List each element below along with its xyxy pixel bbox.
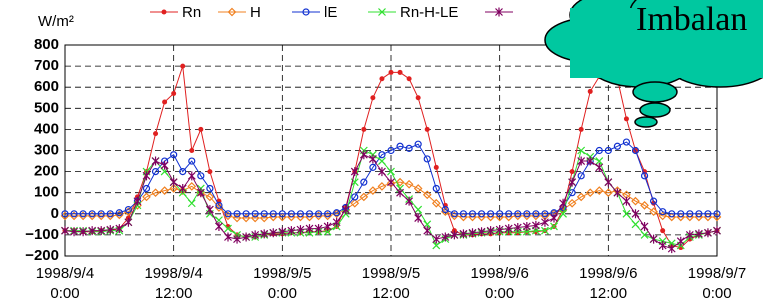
legend-label: lE (324, 4, 337, 21)
x-tick-label: 1998/9/4 12:00 (129, 264, 219, 304)
point (188, 200, 195, 207)
y-tick-label: 800 (34, 36, 59, 53)
y-tick-label: −200 (25, 247, 59, 264)
point (623, 197, 630, 206)
point (677, 237, 684, 246)
legend-marker (162, 10, 167, 15)
point (153, 131, 158, 136)
point (369, 154, 376, 163)
x-tick-label: 1998/9/7 0:00 (672, 264, 762, 304)
point (407, 76, 412, 81)
point (360, 150, 367, 159)
point (415, 206, 422, 213)
y-tick-label: 700 (34, 57, 59, 74)
y-tick-label: 400 (34, 120, 59, 137)
legend-label: H (250, 4, 261, 21)
point (605, 178, 612, 187)
point (641, 222, 648, 231)
y-tick-label: 100 (34, 184, 59, 201)
y-tick-label: −100 (25, 226, 59, 243)
chart: W/m² −200 −100 0 100 200 300 400 500 600 700 800 R… (0, 0, 763, 305)
point (234, 235, 241, 244)
y-tick-label: 500 (34, 99, 59, 116)
point (541, 218, 548, 227)
point (416, 95, 421, 100)
point (215, 222, 222, 231)
point (361, 127, 366, 132)
point (198, 127, 203, 132)
point (170, 178, 177, 187)
point (188, 171, 195, 180)
legend-label: Rn-H-LE (400, 4, 458, 21)
point (551, 214, 558, 223)
x-tick-label: 1998/9/5 0:00 (237, 264, 327, 304)
point (162, 99, 167, 104)
y-tick-label: 0 (51, 205, 59, 222)
point (152, 157, 159, 166)
x-tick-label: 1998/9/5 12:00 (346, 264, 436, 304)
point (179, 184, 186, 193)
point (425, 127, 430, 132)
point (650, 235, 657, 244)
point (389, 70, 394, 75)
point (632, 221, 639, 228)
x-tick-label: 1998/9/6 12:00 (563, 264, 653, 304)
page: W/m² −200 −100 0 100 200 300 400 500 600 700 800 R… (0, 0, 763, 305)
x-tick-label: 1998/9/4 0:00 (20, 264, 110, 304)
point (370, 95, 375, 100)
point (143, 171, 150, 180)
point (379, 76, 384, 81)
point (207, 169, 212, 174)
point (161, 161, 168, 170)
point (225, 233, 232, 242)
point (660, 228, 665, 233)
annotation: Imbalan (636, 1, 747, 38)
y-axis-title: W/m² (38, 13, 74, 30)
y-tick-label: 300 (34, 141, 59, 158)
point (588, 89, 593, 94)
legend: Rn HlE Rn-H-LE (150, 4, 513, 21)
point (668, 244, 675, 253)
point (180, 64, 185, 69)
point (624, 116, 629, 121)
x-tick-label: 1998/9/6 0:00 (455, 264, 545, 304)
point (206, 205, 213, 214)
point (579, 127, 584, 132)
point (659, 241, 666, 250)
point (378, 158, 385, 165)
point (171, 91, 176, 96)
point (189, 148, 194, 153)
y-tick-label: 200 (34, 163, 59, 180)
legend-label: Rn (182, 4, 201, 21)
point (434, 165, 439, 170)
point (415, 214, 422, 223)
point (125, 218, 132, 227)
point (570, 169, 575, 174)
point (398, 70, 403, 75)
y-tick-label: 600 (34, 78, 59, 95)
point (324, 222, 331, 231)
